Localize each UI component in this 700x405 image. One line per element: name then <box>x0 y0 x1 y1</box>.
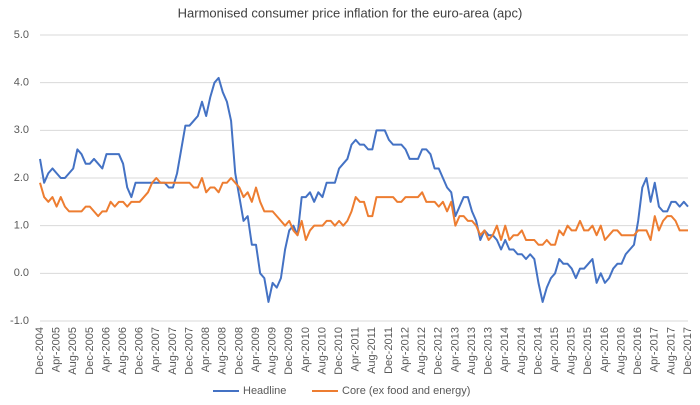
x-tick-label: Dec-2006 <box>134 327 146 375</box>
x-tick-label: Apr-2009 <box>250 327 262 372</box>
y-tick-label: 1.0 <box>14 220 29 232</box>
x-tick-label: Dec-2010 <box>333 327 345 375</box>
x-tick-label: Dec-2012 <box>433 327 445 375</box>
x-tick-label: Aug-2012 <box>416 327 428 375</box>
x-tick-label: Apr-2011 <box>350 327 362 371</box>
x-tick-label: Aug-2015 <box>566 327 578 375</box>
y-tick-label: -1.0 <box>10 315 29 327</box>
x-tick-label: Aug-2013 <box>466 327 478 375</box>
x-tick-label: Apr-2015 <box>549 327 561 372</box>
y-tick-label: 0.0 <box>14 267 29 279</box>
x-tick-label: Apr-2012 <box>399 327 411 372</box>
x-tick-label: Dec-2005 <box>84 327 96 375</box>
x-tick-label: Apr-2010 <box>300 327 312 372</box>
x-tick-label: Apr-2016 <box>599 327 611 372</box>
chart-title: Harmonised consumer price inflation for … <box>178 5 523 20</box>
x-tick-label: Aug-2010 <box>316 327 328 375</box>
x-tick-label: Aug-2016 <box>615 327 627 375</box>
x-tick-label: Apr-2008 <box>200 327 212 372</box>
x-tick-label: Aug-2008 <box>217 327 229 375</box>
legend-label: Headline <box>243 385 286 397</box>
line <box>39 76 689 303</box>
x-tick-label: Apr-2013 <box>449 327 461 372</box>
x-tick-label: Dec-2011 <box>383 327 395 374</box>
x-tick-label: Dec-2016 <box>632 327 644 375</box>
x-tick-label: Dec-2017 <box>682 327 694 375</box>
legend-label: Core (ex food and energy) <box>342 385 470 397</box>
x-tick-label: Apr-2005 <box>51 327 63 372</box>
x-tick-label: Dec-2004 <box>34 327 46 375</box>
x-tick-label: Apr-2017 <box>649 327 661 372</box>
x-tick-label: Aug-2011 <box>366 327 378 374</box>
x-tick-label: Dec-2015 <box>582 327 594 375</box>
x-tick-label: Apr-2006 <box>100 327 112 372</box>
x-tick-label: Aug-2006 <box>117 327 129 375</box>
x-tick-label: Aug-2009 <box>267 327 279 375</box>
y-tick-label: 2.0 <box>14 172 29 184</box>
y-tick-label: 4.0 <box>14 77 29 89</box>
x-tick-label: Dec-2009 <box>283 327 295 375</box>
x-tick-label: Apr-2014 <box>499 327 511 372</box>
line <box>39 177 688 246</box>
y-tick-label: 5.0 <box>14 29 29 41</box>
x-tick-label: Apr-2007 <box>150 327 162 372</box>
x-tick-label: Aug-2005 <box>67 327 79 375</box>
x-tick-label: Aug-2014 <box>516 327 528 375</box>
x-tick-label: Dec-2008 <box>233 327 245 375</box>
x-tick-label: Dec-2013 <box>483 327 495 375</box>
x-tick-label: Aug-2017 <box>665 327 677 375</box>
x-tick-label: Dec-2007 <box>183 327 195 375</box>
y-tick-label: 3.0 <box>14 124 29 136</box>
x-tick-label: Dec-2014 <box>532 327 544 375</box>
x-tick-label: Aug-2007 <box>167 327 179 375</box>
